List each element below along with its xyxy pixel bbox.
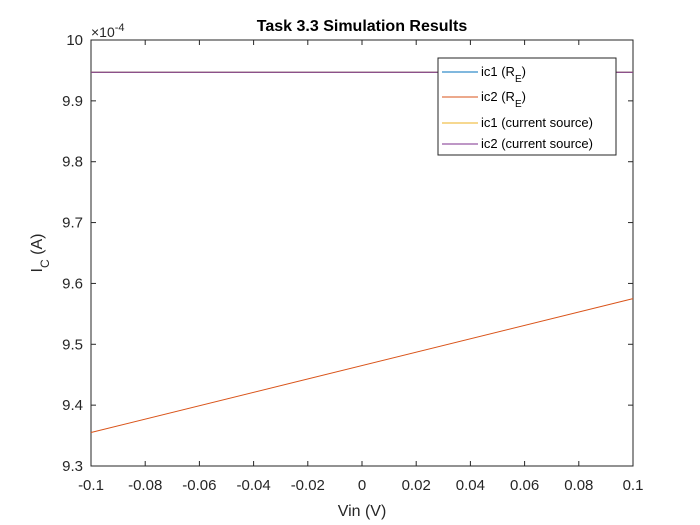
- y-axis-label-sub: C: [38, 259, 52, 268]
- series-line-2: [90, 298, 634, 433]
- legend-label-2: ic2 (RE): [481, 89, 526, 110]
- y-tick-label: 9.4: [62, 397, 83, 414]
- y-axis-label-rest: (A): [29, 234, 46, 260]
- y-exponent-prefix: ×10: [91, 24, 115, 40]
- legend-label-4: ic2 (current source): [481, 136, 593, 151]
- y-tick-label: 9.7: [62, 215, 83, 232]
- x-tick-label: -0.1: [78, 477, 104, 494]
- legend: ic1 (RE) ic2 (RE) ic1 (current source) ic2 …: [437, 57, 617, 156]
- chart-title: Task 3.3 Simulation Results: [257, 18, 468, 35]
- x-tick-label: 0.06: [510, 477, 539, 494]
- y-axis-label-base: I: [29, 268, 46, 272]
- x-axis-label: Vin (V): [338, 503, 387, 520]
- y-tick-label: 9.3: [62, 458, 83, 475]
- ticks-group: -0.1 -0.08 -0.06 -0.04 -0.02 0 0.02 0.04 0.06 0.0…: [62, 32, 643, 494]
- y-tick-label: 9.8: [62, 154, 83, 171]
- y-axis-label: IC (A): [29, 234, 52, 273]
- x-tick-label: 0.08: [564, 477, 593, 494]
- y-exponent-power: -4: [115, 22, 125, 34]
- x-tick-label: -0.04: [236, 477, 270, 494]
- legend-label-3: ic1 (current source): [481, 115, 593, 130]
- x-tick-label: 0.02: [402, 477, 431, 494]
- legend-label-1: ic1 (RE): [481, 64, 526, 85]
- y-exponent-label: ×10-4: [91, 22, 125, 40]
- x-tick-label: -0.02: [291, 477, 325, 494]
- x-tick-label: 0.1: [623, 477, 644, 494]
- x-tick-label: -0.08: [128, 477, 162, 494]
- x-tick-label: 0.04: [456, 477, 485, 494]
- y-tick-label: 9.5: [62, 336, 83, 353]
- y-tick-label: 9.6: [62, 275, 83, 292]
- x-tick-label: -0.06: [182, 477, 216, 494]
- legend-box: [437, 57, 617, 156]
- y-tick-label: 9.9: [62, 93, 83, 110]
- x-tick-label: 0: [358, 477, 366, 494]
- y-tick-label: 10: [66, 32, 83, 49]
